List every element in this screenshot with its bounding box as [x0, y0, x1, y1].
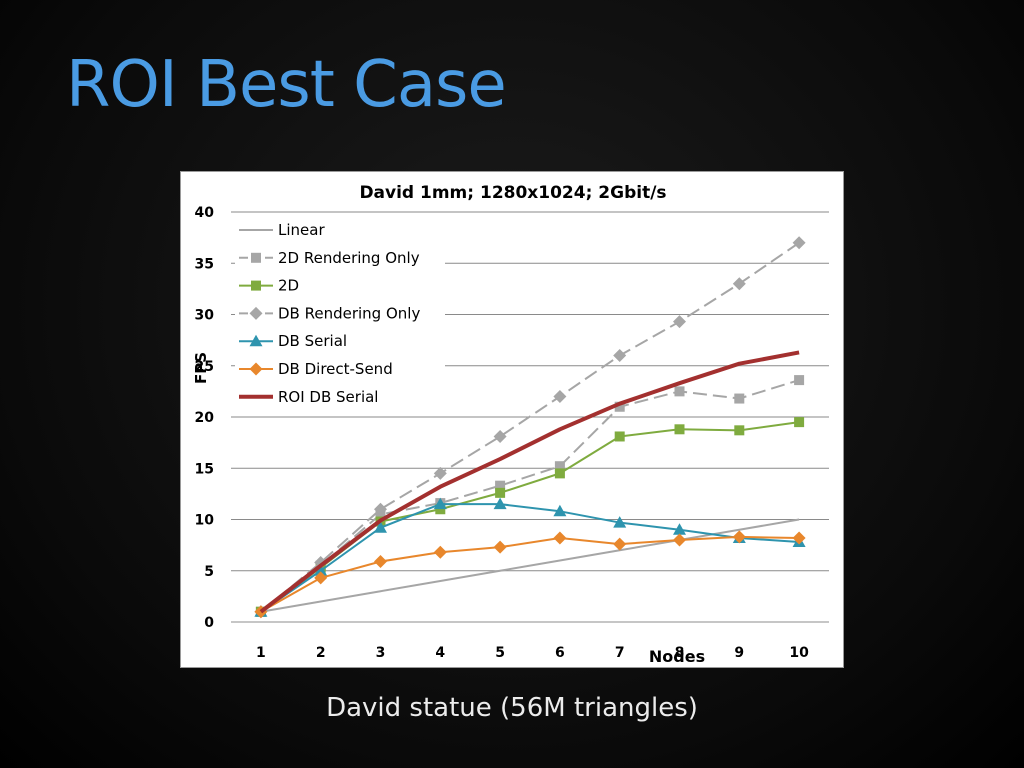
data-point [673, 533, 686, 547]
data-point [435, 504, 446, 515]
data-point [433, 497, 447, 510]
legend-entry: Linear [235, 218, 445, 242]
y-tick-label: 30 [195, 308, 215, 324]
legend-label: 2D Rendering Only [278, 249, 420, 267]
y-axis-label: FPS [192, 352, 210, 384]
legend-entry: DB Serial [235, 329, 445, 354]
y-tick-label: 35 [195, 256, 214, 272]
legend-marker [251, 280, 261, 291]
data-point [734, 393, 745, 404]
data-point [554, 461, 565, 472]
data-point [732, 530, 746, 544]
legend-label: 2D [278, 277, 299, 295]
series-lines [254, 236, 806, 619]
data-point [794, 375, 805, 386]
legend-entry: 2D Rendering Only [235, 245, 445, 270]
legend-entry: DB Rendering Only [235, 301, 445, 326]
data-point [553, 504, 567, 517]
data-point [554, 468, 565, 479]
data-point [734, 425, 745, 436]
data-point [732, 277, 746, 291]
y-tick-label: 40 [195, 205, 215, 221]
x-axis-label: Nodes [649, 647, 705, 666]
y-tick-label: 15 [195, 461, 214, 477]
slide-caption: David statue (56M triangles) [326, 693, 698, 723]
data-point [614, 401, 625, 412]
chart-title: David 1mm; 1280x1024; 2Gbit/s [359, 183, 666, 203]
data-point [374, 555, 387, 569]
legend-entry: 2D [235, 273, 445, 298]
series-line [260, 421, 800, 613]
legend-marker [251, 252, 261, 263]
legend-marker [249, 362, 263, 376]
legend-label: DB Serial [278, 332, 347, 350]
data-point [495, 480, 506, 491]
series-line [260, 503, 800, 613]
series-2d-rendering-only [255, 375, 805, 617]
chart-panel: David 1mm; 1280x1024; 2Gbit/s FPS Nodes … [180, 171, 844, 668]
y-tick-label: 20 [195, 410, 215, 426]
series-line [259, 350, 800, 614]
x-tick-label: 9 [734, 645, 744, 661]
data-point [792, 236, 806, 250]
legend-entry: DB Direct-Send [235, 357, 445, 381]
data-point [674, 424, 685, 435]
y-tick-label: 0 [204, 615, 214, 631]
data-point [433, 545, 447, 559]
y-tick-label: 5 [204, 564, 214, 580]
legend-label: DB Rendering Only [278, 304, 420, 322]
x-tick-label: 6 [555, 645, 565, 661]
series-line [260, 535, 800, 613]
series-linear [260, 518, 800, 613]
series-line [260, 518, 800, 613]
data-point [493, 429, 507, 443]
data-point [495, 487, 506, 498]
data-point [553, 390, 567, 403]
legend: Linear 2D Rendering Only 2D DB Rendering On… [235, 218, 445, 409]
data-point [613, 537, 627, 551]
legend-label: DB Direct-Send [278, 360, 393, 378]
data-point [613, 516, 627, 528]
legend-entry: ROI DB Serial [235, 384, 445, 409]
x-tick-label: 3 [376, 645, 386, 661]
x-tick-label: 4 [435, 645, 445, 661]
data-point [493, 540, 507, 554]
x-tick-label: 5 [495, 645, 505, 661]
data-point [673, 315, 686, 329]
series-line [260, 379, 800, 613]
data-point [794, 417, 805, 428]
data-point [553, 531, 567, 545]
x-tick-label: 10 [789, 645, 809, 661]
series-line [260, 241, 800, 613]
data-point [792, 531, 806, 545]
series-roi-db-serial [259, 350, 800, 614]
x-tick-label: 1 [256, 645, 266, 661]
y-tick-label: 25 [195, 359, 214, 375]
data-point [493, 497, 507, 510]
legend-label: ROI DB Serial [278, 388, 378, 406]
series-db-direct-send [254, 530, 806, 619]
x-tick-label: 8 [675, 645, 685, 661]
data-point [314, 571, 328, 585]
y-tick-labels: 0 5 10 15 20 25 30 35 40 [195, 205, 215, 631]
data-point [613, 349, 627, 362]
legend-label: Linear [278, 221, 325, 239]
data-point [374, 521, 387, 533]
slide-title: ROI Best Case [66, 48, 507, 122]
x-tick-labels: 1 2 3 4 5 6 7 8 9 10 [256, 645, 809, 661]
y-tick-label: 10 [195, 513, 215, 529]
legend-marker [249, 306, 263, 320]
data-point [614, 431, 625, 442]
line-chart: David 1mm; 1280x1024; 2Gbit/s FPS Nodes … [192, 183, 829, 666]
series-2d [255, 417, 805, 617]
x-tick-label: 2 [316, 645, 326, 661]
data-point [673, 523, 686, 535]
data-point [374, 502, 387, 516]
data-point [433, 466, 447, 480]
data-point [674, 386, 685, 397]
legend-marker [249, 334, 263, 347]
x-tick-label: 7 [615, 645, 625, 661]
legend-background [235, 245, 445, 270]
data-point [314, 564, 328, 576]
